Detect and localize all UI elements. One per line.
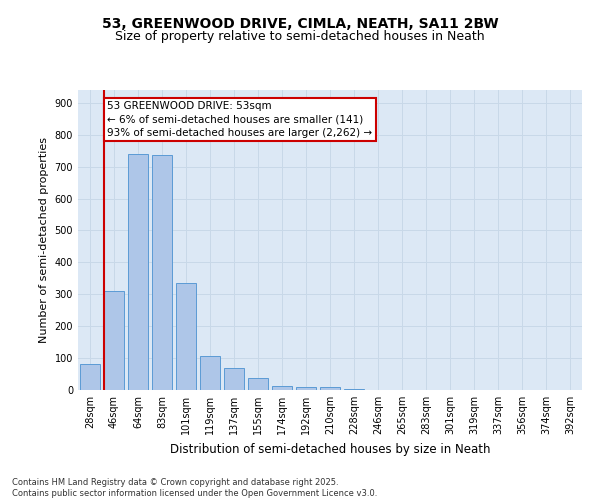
Y-axis label: Number of semi-detached properties: Number of semi-detached properties <box>39 137 49 343</box>
Text: Contains HM Land Registry data © Crown copyright and database right 2025.
Contai: Contains HM Land Registry data © Crown c… <box>12 478 377 498</box>
Bar <box>200 356 220 390</box>
Bar <box>104 291 124 390</box>
Text: 53, GREENWOOD DRIVE, CIMLA, NEATH, SA11 2BW: 53, GREENWOOD DRIVE, CIMLA, NEATH, SA11 … <box>101 18 499 32</box>
Bar <box>80 364 100 390</box>
Text: Size of property relative to semi-detached houses in Neath: Size of property relative to semi-detach… <box>115 30 485 43</box>
Bar <box>296 387 316 390</box>
Bar <box>272 386 292 390</box>
Bar <box>248 378 268 390</box>
Bar <box>320 388 340 390</box>
Bar <box>224 368 244 390</box>
Bar <box>128 154 148 390</box>
Text: 53 GREENWOOD DRIVE: 53sqm
← 6% of semi-detached houses are smaller (141)
93% of : 53 GREENWOOD DRIVE: 53sqm ← 6% of semi-d… <box>107 101 373 138</box>
Bar <box>152 156 172 390</box>
Bar <box>176 283 196 390</box>
X-axis label: Distribution of semi-detached houses by size in Neath: Distribution of semi-detached houses by … <box>170 442 490 456</box>
